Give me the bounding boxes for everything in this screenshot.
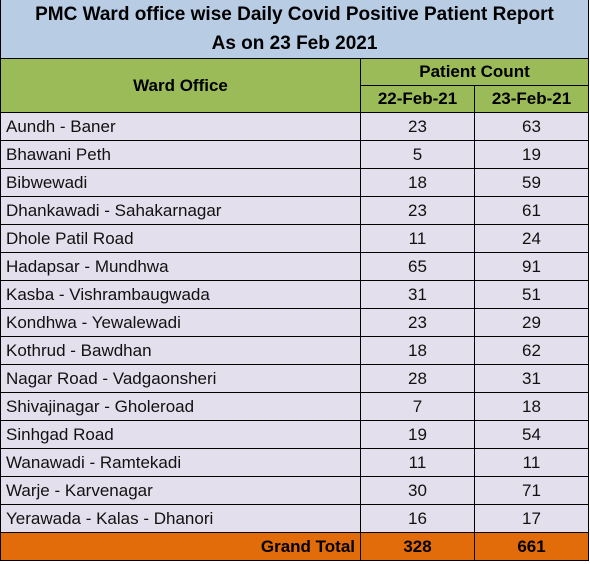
count-23-feb-cell: 91 [474,252,589,281]
table-row: Nagar Road - Vadgaonsheri 28 31 [0,364,589,393]
count-22-feb-cell: 28 [360,364,475,393]
count-22-feb-cell: 19 [360,420,475,449]
ward-name-cell: Yerawada - Kalas - Dhanori [0,504,361,533]
table-row: Wanawadi - Ramtekadi 11 11 [0,448,589,477]
count-23-feb-cell: 71 [474,476,589,505]
ward-name-cell: Dhankawadi - Sahakarnagar [0,196,361,225]
ward-name-cell: Hadapsar - Mundhwa [0,252,361,281]
table-row: Sinhgad Road 19 54 [0,420,589,449]
count-23-feb-cell: 59 [474,168,589,197]
ward-name-cell: Sinhgad Road [0,420,361,449]
grand-total-23-feb: 661 [474,532,589,561]
ward-name-cell: Kothrud - Bawdhan [0,336,361,365]
count-22-feb-cell: 31 [360,280,475,309]
count-22-feb-cell: 11 [360,448,475,477]
count-23-feb-cell: 62 [474,336,589,365]
ward-name-cell: Kasba - Vishrambaugwada [0,280,361,309]
count-23-feb-cell: 18 [474,392,589,421]
count-22-feb-cell: 30 [360,476,475,505]
ward-name-cell: Kondhwa - Yewalewadi [0,308,361,337]
table-row: Hadapsar - Mundhwa 65 91 [0,252,589,281]
count-23-feb-cell: 19 [474,140,589,169]
count-23-feb-cell: 51 [474,280,589,309]
count-23-feb-cell: 29 [474,308,589,337]
count-22-feb-cell: 23 [360,112,475,141]
header-date-1: 22-Feb-21 [360,85,475,113]
table-row: Kothrud - Bawdhan 18 62 [0,336,589,365]
ward-name-cell: Bibwewadi [0,168,361,197]
ward-name-cell: Bhawani Peth [0,140,361,169]
title-row-1: PMC Ward office wise Daily Covid Positiv… [0,0,589,29]
table-row: Bibwewadi 18 59 [0,168,589,197]
ward-name-cell: Aundh - Baner [0,112,361,141]
grand-total-label: Grand Total [0,532,361,561]
count-22-feb-cell: 18 [360,168,475,197]
count-23-feb-cell: 11 [474,448,589,477]
grand-total-22-feb: 328 [360,532,475,561]
ward-name-cell: Dhole Patil Road [0,224,361,253]
count-22-feb-cell: 65 [360,252,475,281]
count-23-feb-cell: 61 [474,196,589,225]
count-22-feb-cell: 16 [360,504,475,533]
header-ward-office: Ward Office [0,58,361,113]
header-date-2: 23-Feb-21 [474,85,589,113]
table-row: Kondhwa - Yewalewadi 23 29 [0,308,589,337]
count-23-feb-cell: 24 [474,224,589,253]
count-22-feb-cell: 23 [360,308,475,337]
count-23-feb-cell: 31 [474,364,589,393]
count-22-feb-cell: 18 [360,336,475,365]
count-23-feb-cell: 54 [474,420,589,449]
table-row: Dhankawadi - Sahakarnagar 23 61 [0,196,589,225]
table-row: Dhole Patil Road 11 24 [0,224,589,253]
header-patient-count: Patient Count [360,58,589,86]
table-row: Kasba - Vishrambaugwada 31 51 [0,280,589,309]
title-row-2: As on 23 Feb 2021 [0,29,589,59]
ward-name-cell: Warje - Karvenagar [0,476,361,505]
ward-name-cell: Shivajinagar - Gholeroad [0,392,361,421]
table-row: Warje - Karvenagar 30 71 [0,476,589,505]
ward-name-cell: Nagar Road - Vadgaonsheri [0,364,361,393]
table-row: Aundh - Baner 23 63 [0,112,589,141]
header-row-1: Ward Office Patient Count [0,58,589,113]
count-22-feb-cell: 23 [360,196,475,225]
header-row-2: 22-Feb-21 23-Feb-21 [1,85,589,113]
report-title: PMC Ward office wise Daily Covid Positiv… [0,0,589,29]
count-23-feb-cell: 63 [474,112,589,141]
table-row: Shivajinagar - Gholeroad 7 18 [0,392,589,421]
ward-name-cell: Wanawadi - Ramtekadi [0,448,361,477]
table-row: Bhawani Peth 5 19 [0,140,589,169]
count-22-feb-cell: 7 [360,392,475,421]
count-23-feb-cell: 17 [474,504,589,533]
count-22-feb-cell: 11 [360,224,475,253]
grand-total-row: Grand Total 328 661 [0,532,589,561]
table-row: Yerawada - Kalas - Dhanori 16 17 [0,504,589,533]
count-22-feb-cell: 5 [360,140,475,169]
report-subtitle: As on 23 Feb 2021 [0,29,589,59]
